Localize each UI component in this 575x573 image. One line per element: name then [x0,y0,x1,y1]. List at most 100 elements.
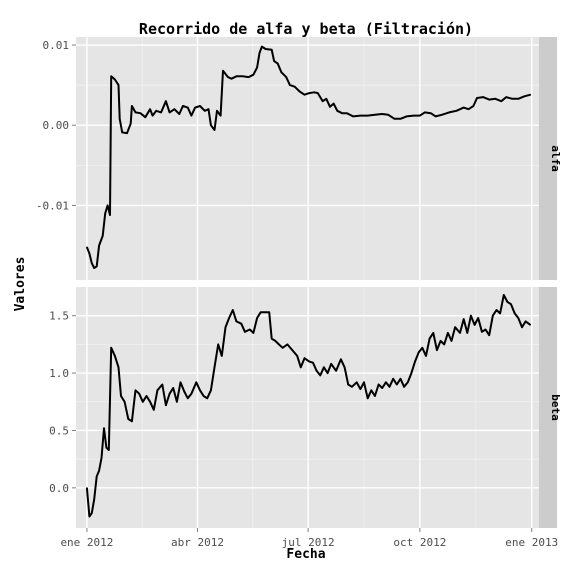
y-tick-label-alfa: 0.01 [43,39,70,52]
data-point-alfa [121,131,123,134]
data-point-alfa [303,94,306,96]
data-point-beta [183,390,185,393]
data-point-beta [407,381,409,383]
y-axis-title: Valores [13,257,28,312]
data-point-beta [303,357,306,359]
data-point-alfa [210,124,212,126]
data-point-beta [264,311,267,313]
data-point-alfa [399,118,402,120]
data-point-beta [300,366,302,368]
data-point-beta [88,515,90,518]
data-point-alfa [160,111,162,113]
strip-alfa [539,37,557,280]
x-tick-label: jul 2012 [282,536,335,549]
data-point-beta [308,360,310,363]
data-point-beta [195,381,197,383]
data-point-beta [385,381,387,383]
data-point-beta [403,386,405,388]
data-point-alfa [149,108,151,110]
data-point-beta [249,328,251,331]
data-point-alfa [194,106,196,109]
data-point-beta [363,381,365,383]
data-point-alfa [130,123,132,125]
data-point-alfa [204,110,206,112]
data-point-alfa [182,105,184,107]
data-point-beta [335,370,337,372]
data-point-beta [179,381,182,383]
data-point-beta [370,389,372,391]
data-point-beta [443,343,445,345]
data-point-beta [281,347,284,349]
series-line-beta [85,294,532,518]
data-point-beta [202,395,205,397]
data-point-beta [103,427,105,429]
x-tick-label: abr 2012 [171,536,224,549]
data-point-beta [425,355,427,357]
data-point-alfa [289,84,291,86]
data-point-beta [343,366,346,368]
data-point-beta [86,487,88,489]
data-point-alfa [482,96,484,98]
data-point-beta [153,409,155,411]
data-point-beta [347,383,349,386]
data-point-alfa [387,114,389,116]
data-point-beta [466,332,468,334]
data-point-beta [392,378,394,380]
data-point-alfa [213,129,216,131]
data-point-beta [432,332,434,334]
data-point-beta [429,338,431,340]
data-point-beta [161,383,163,386]
data-point-beta [529,324,532,326]
data-point-alfa [325,98,327,100]
data-point-beta [156,389,159,391]
data-point-beta [165,404,167,406]
data-point-beta [268,311,270,313]
data-point-beta [410,372,413,374]
data-point-beta [481,331,483,333]
data-point-alfa [299,90,301,93]
data-point-alfa [346,112,348,114]
data-point-alfa [235,75,238,77]
data-point-beta [240,323,242,325]
data-point-beta [124,401,126,403]
data-point-alfa [91,262,93,264]
data-point-alfa [455,110,457,112]
data-point-alfa [494,98,496,100]
data-point-beta [256,317,258,319]
data-point-alfa [199,105,201,107]
data-point-alfa [367,114,369,117]
data-point-beta [388,386,391,388]
data-point-beta [117,366,120,368]
data-point-alfa [104,212,106,215]
data-point-alfa [517,98,519,100]
data-point-alfa [294,86,296,88]
data-point-alfa [261,46,263,48]
data-point-alfa [151,114,154,117]
data-point-beta [436,349,438,351]
data-point-beta [199,389,201,391]
data-point-beta [525,320,527,323]
data-point-alfa [173,108,176,110]
data-point-alfa [273,60,275,62]
data-point-beta [100,457,103,459]
data-point-alfa [329,106,331,108]
data-point-alfa [222,70,224,72]
data-point-beta [96,475,98,477]
data-point-beta [131,420,133,422]
data-point-alfa [207,108,210,110]
data-point-alfa [131,105,133,107]
data-point-beta [110,347,112,349]
y-tick-label-beta: 0.5 [49,424,69,437]
data-point-beta [330,363,332,365]
x-tick-label: ene 2012 [60,536,113,549]
data-point-beta [396,383,398,386]
data-point-beta [120,395,122,397]
data-point-alfa [178,113,180,115]
data-point-beta [91,512,93,514]
data-point-alfa [216,110,218,112]
data-point-alfa [256,66,258,69]
data-point-beta [374,395,376,397]
data-point-alfa [419,114,421,117]
data-point-beta [463,318,465,320]
